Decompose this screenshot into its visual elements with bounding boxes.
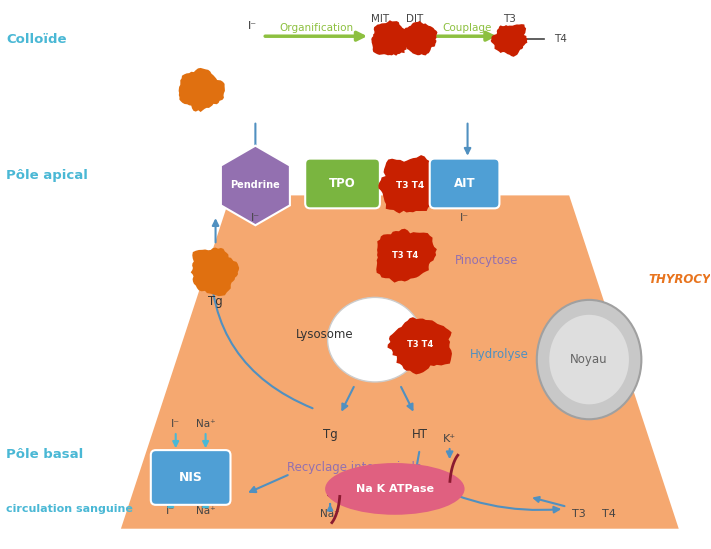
Text: T4: T4 [602, 509, 616, 519]
Text: circulation sanguine: circulation sanguine [6, 504, 133, 514]
Polygon shape [371, 20, 413, 55]
Text: Na⁺: Na⁺ [320, 509, 340, 519]
Polygon shape [378, 155, 445, 214]
Ellipse shape [537, 300, 641, 419]
Text: MIT: MIT [371, 14, 389, 24]
Text: Colloïde: Colloïde [6, 33, 67, 46]
Text: HT: HT [412, 428, 428, 441]
Text: Pinocytose: Pinocytose [454, 254, 518, 267]
Text: Na⁺: Na⁺ [196, 506, 215, 516]
Text: Pendrine: Pendrine [230, 181, 280, 191]
Ellipse shape [549, 315, 629, 405]
Polygon shape [401, 21, 437, 55]
Text: Organification: Organification [279, 23, 353, 33]
Text: T3: T3 [572, 509, 586, 519]
Text: AIT: AIT [454, 177, 476, 190]
Text: Tg: Tg [208, 295, 223, 309]
Text: DIT: DIT [406, 14, 423, 24]
Text: T3 T4: T3 T4 [407, 340, 433, 349]
Text: T3 T4: T3 T4 [395, 181, 424, 190]
Text: Hydrolyse: Hydrolyse [469, 348, 528, 361]
Text: I⁻: I⁻ [460, 213, 469, 223]
Text: T3 T4: T3 T4 [392, 250, 418, 260]
Text: Tg: Tg [323, 428, 338, 441]
Text: I⁻: I⁻ [248, 21, 257, 31]
Text: I⁻: I⁻ [166, 506, 176, 516]
Text: K⁺: K⁺ [443, 434, 456, 444]
Text: Na⁺: Na⁺ [196, 419, 215, 429]
Polygon shape [387, 317, 452, 374]
Text: T3: T3 [503, 14, 516, 24]
FancyBboxPatch shape [429, 159, 499, 208]
Text: I⁻: I⁻ [251, 213, 260, 223]
Ellipse shape [328, 298, 422, 382]
Polygon shape [121, 195, 679, 529]
FancyBboxPatch shape [305, 159, 380, 208]
Text: I⁻: I⁻ [171, 419, 181, 429]
Text: Couplage: Couplage [442, 23, 491, 33]
Ellipse shape [325, 463, 464, 515]
Text: Lysosome: Lysosome [296, 328, 354, 341]
Text: NIS: NIS [178, 472, 203, 484]
Text: Pôle basal: Pôle basal [6, 447, 84, 461]
Polygon shape [491, 24, 528, 57]
Polygon shape [178, 68, 225, 112]
Text: Recyclage interne iode: Recyclage interne iode [287, 461, 422, 474]
Text: T4: T4 [554, 34, 567, 44]
Text: Na K ATPase: Na K ATPase [356, 484, 434, 494]
Text: THYROCY: THYROCY [649, 273, 711, 287]
Text: Pôle apical: Pôle apical [6, 169, 88, 182]
Polygon shape [191, 248, 239, 296]
FancyBboxPatch shape [151, 450, 230, 505]
Polygon shape [376, 229, 437, 283]
Text: TPO: TPO [328, 177, 356, 190]
Text: Noyau: Noyau [570, 353, 608, 366]
